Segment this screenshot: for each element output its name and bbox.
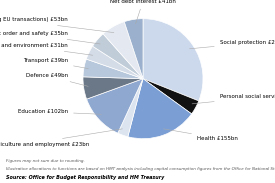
Text: Illustrative allocations to functions are based on HMT analysis including capita: Illustrative allocations to functions ar… — [6, 167, 275, 171]
Text: Personal social services £32bn: Personal social services £32bn — [192, 94, 275, 104]
Wedge shape — [118, 79, 143, 137]
Text: Source: Office for Budget Responsibility and HM Treasury: Source: Office for Budget Responsibility… — [6, 175, 164, 180]
Text: Health £155bn: Health £155bn — [164, 129, 238, 141]
Text: Education £102bn: Education £102bn — [18, 109, 101, 114]
Text: Defence £49bn: Defence £49bn — [26, 73, 88, 86]
Text: Net debt interest £41bn: Net debt interest £41bn — [110, 0, 176, 24]
Wedge shape — [128, 79, 192, 139]
Text: Housing and environment £31bn: Housing and environment £31bn — [0, 43, 93, 55]
Wedge shape — [124, 19, 143, 79]
Wedge shape — [93, 34, 143, 79]
Wedge shape — [86, 46, 143, 79]
Text: Social protection £252bn: Social protection £252bn — [189, 40, 275, 49]
Text: Industry, agriculture and employment £23bn: Industry, agriculture and employment £23… — [0, 129, 122, 147]
Wedge shape — [83, 59, 143, 79]
Text: Public order and safety £35bn: Public order and safety £35bn — [0, 31, 100, 44]
Wedge shape — [103, 22, 143, 79]
Text: Figures may not sum due to rounding.: Figures may not sum due to rounding. — [6, 159, 84, 163]
Wedge shape — [143, 19, 203, 101]
Wedge shape — [143, 79, 199, 114]
Text: Transport £39bn: Transport £39bn — [23, 58, 88, 69]
Wedge shape — [87, 79, 143, 133]
Text: Other (including EU transactions) £53bn: Other (including EU transactions) £53bn — [0, 17, 114, 33]
Wedge shape — [83, 77, 143, 99]
